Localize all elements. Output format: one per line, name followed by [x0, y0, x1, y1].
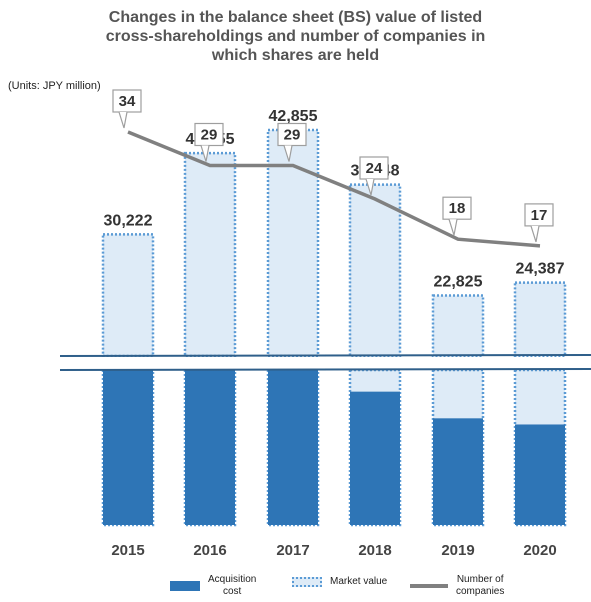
x-tick-label-2017: 2017	[276, 542, 309, 559]
bar-label-2020: 24,387	[516, 261, 565, 278]
callout-pointer-2017	[283, 145, 293, 162]
line-label-2017: 29	[284, 127, 301, 144]
legend-item-companies: Number of companies	[410, 574, 504, 598]
legend-swatch-market	[292, 577, 322, 587]
line-label-2019: 18	[449, 200, 466, 217]
bar-label-2015: 30,222	[104, 212, 153, 229]
bar-market-value-2018	[348, 183, 402, 358]
legend: Acquisition cost Market value Number of …	[0, 570, 591, 602]
legend-swatch-companies	[410, 584, 448, 588]
legend-label-companies: Number of companies	[456, 574, 505, 597]
line-label-2018: 24	[366, 160, 383, 177]
bar-acquisition-cost-2015	[103, 370, 153, 525]
legend-item-acquisition: Acquisition cost	[170, 574, 256, 598]
line-label-2015: 34	[119, 93, 136, 110]
legend-swatch-acquisition	[170, 581, 200, 591]
bar-acquisition-cost-2020	[515, 424, 565, 525]
chart-title: Changes in the balance sheet (BS) value …	[0, 8, 591, 65]
axis-break-band	[60, 357, 591, 369]
x-tick-label-2018: 2018	[358, 542, 391, 559]
bar-market-value-2020	[513, 281, 567, 358]
line-label-2020: 17	[531, 207, 548, 224]
x-tick-label-2020: 2020	[523, 542, 556, 559]
bar-market-value-2016	[183, 151, 237, 358]
legend-label-market: Market value	[330, 576, 388, 587]
x-tick-label-2015: 2015	[111, 542, 144, 559]
bar-line-chart: 30,222201540,055201642,855201736,2482018…	[59, 89, 591, 559]
line-number-of-companies	[127, 130, 541, 248]
bar-label-2017: 42,855	[269, 108, 318, 125]
callout-pointer-2019	[448, 219, 458, 236]
x-tick-label-2019: 2019	[441, 542, 474, 559]
bar-acquisition-cost-2017	[268, 370, 318, 525]
legend-item-market: Market value	[292, 576, 387, 588]
bar-acquisition-cost-2019	[433, 418, 483, 525]
chart-title-line-1: Changes in the balance sheet (BS) value …	[108, 9, 483, 26]
bar-acquisition-cost-2018	[350, 391, 400, 525]
line-label-2016: 29	[201, 127, 218, 144]
bar-market-value-2015	[101, 233, 155, 358]
callout-pointer-2020	[530, 225, 540, 243]
callout-pointer-2018	[365, 178, 375, 196]
axis-break-line-top	[59, 354, 591, 357]
bar-market-value-2019	[431, 294, 485, 358]
legend-label-acquisition: Acquisition cost	[208, 574, 257, 597]
bar-acquisition-cost-2016	[185, 370, 235, 525]
callout-pointer-2016	[200, 145, 210, 162]
callout-pointer-2015	[118, 111, 128, 129]
x-tick-label-2016: 2016	[193, 542, 226, 559]
axis-break-line-bottom	[59, 368, 591, 371]
chart-title-line-3: which shares are held	[211, 47, 380, 64]
bar-label-2019: 22,825	[434, 273, 483, 290]
units-label: (Units: JPY million)	[8, 80, 101, 92]
chart-title-line-2: cross-shareholdings and number of compan…	[105, 28, 486, 45]
